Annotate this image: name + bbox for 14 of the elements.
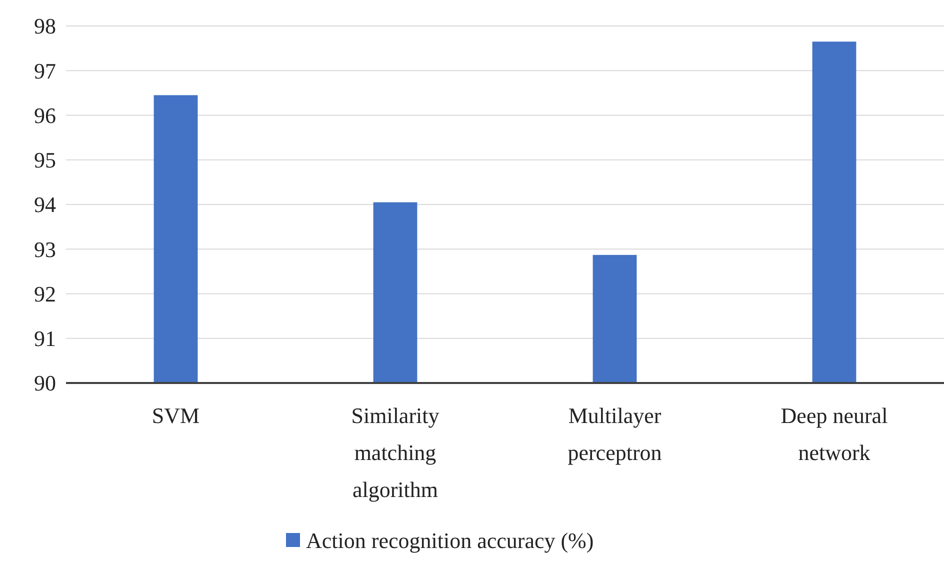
x-tick-label: SVM — [152, 403, 200, 428]
y-tick-label: 93 — [34, 236, 56, 262]
x-tick-label: Deep neural network — [780, 403, 888, 465]
y-tick-label: 95 — [34, 148, 56, 173]
y-tick-label: 96 — [34, 102, 56, 128]
x-tick-label: Multilayer perceptron — [568, 403, 662, 465]
y-tick-label: 98 — [34, 14, 56, 39]
legend-label: Action recognition accuracy (%) — [306, 528, 594, 553]
y-tick-label: 97 — [34, 58, 56, 84]
y-tick-label: 90 — [34, 370, 56, 396]
y-tick-label: 92 — [34, 281, 56, 306]
x-tick-label: Similarity matching algorithm — [351, 403, 440, 502]
y-tick-label: 91 — [34, 326, 56, 352]
y-tick-label: 94 — [34, 192, 56, 218]
